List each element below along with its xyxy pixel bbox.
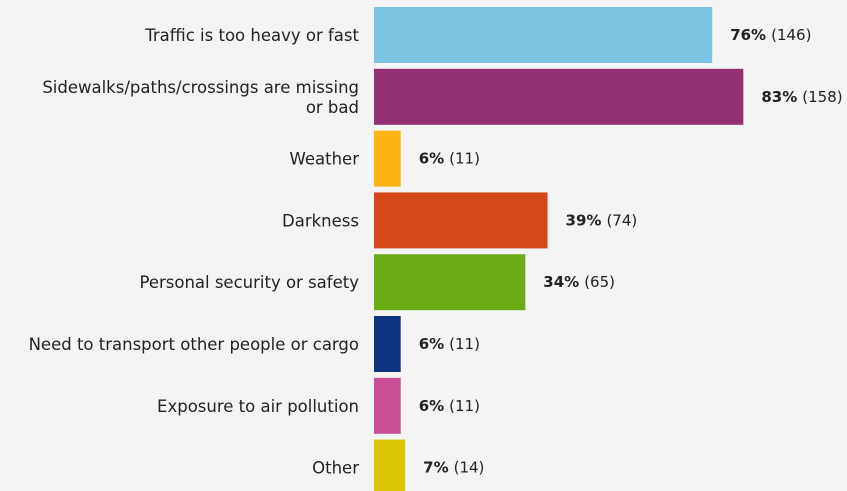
category-label: Weather (290, 150, 360, 169)
value-label: 76% (146) (730, 26, 811, 44)
category-label-line: Need to transport other people or cargo (29, 335, 359, 354)
category-label: Need to transport other people or cargo (29, 335, 359, 354)
value-labels-layer: 76% (146) 83% (158) 6% (11) 39% (74) 34% (65) 6% (1… (419, 26, 843, 477)
value-count: (14) (454, 459, 485, 477)
category-label-line: Sidewalks/paths/crossings are missing (42, 78, 359, 97)
value-label: 6% (11) (419, 335, 480, 353)
category-label: Darkness (282, 211, 359, 230)
value-percent: 6% (419, 397, 444, 415)
value-count: (146) (771, 26, 811, 44)
bar-7 (374, 377, 401, 434)
value-percent: 83% (761, 88, 797, 106)
value-percent: 6% (419, 150, 444, 168)
category-label: Other (312, 459, 359, 478)
value-percent: 6% (419, 335, 444, 353)
category-labels-layer: Traffic is too heavy or fast Sidewalks/pa… (29, 26, 360, 478)
value-count: (74) (606, 211, 637, 229)
bar-5 (374, 254, 526, 311)
category-label-line: Weather (290, 150, 360, 169)
bars-layer (374, 7, 744, 491)
value-count: (158) (802, 88, 842, 106)
value-count: (11) (449, 335, 480, 353)
value-percent: 34% (543, 273, 579, 291)
value-count: (11) (449, 150, 480, 168)
value-label: 6% (11) (419, 397, 480, 415)
bar-6 (374, 316, 401, 372)
bar-1 (374, 7, 713, 63)
bar-2 (374, 68, 744, 125)
value-percent: 39% (566, 211, 602, 229)
category-label: Personal security or safety (139, 273, 359, 292)
category-label-line: or bad (306, 98, 359, 117)
value-count: (65) (584, 273, 615, 291)
bar-4 (374, 192, 548, 249)
bar-8 (374, 439, 406, 491)
category-label-line: Personal security or safety (139, 273, 359, 292)
value-label: 39% (74) (566, 211, 638, 229)
value-percent: 76% (730, 26, 766, 44)
category-label: Traffic is too heavy or fast (144, 26, 359, 45)
value-percent: 7% (423, 459, 448, 477)
category-label: Sidewalks/paths/crossings are missing or … (42, 78, 359, 117)
value-label: 83% (158) (761, 88, 842, 106)
category-label-line: Traffic is too heavy or fast (144, 26, 359, 45)
category-label-line: Exposure to air pollution (157, 397, 359, 416)
value-count: (11) (449, 397, 480, 415)
bar-3 (374, 130, 401, 187)
value-label: 7% (14) (423, 459, 484, 477)
category-label: Exposure to air pollution (157, 397, 359, 416)
category-label-line: Darkness (282, 211, 359, 230)
category-label-line: Other (312, 459, 359, 478)
value-label: 34% (65) (543, 273, 615, 291)
value-label: 6% (11) (419, 150, 480, 168)
